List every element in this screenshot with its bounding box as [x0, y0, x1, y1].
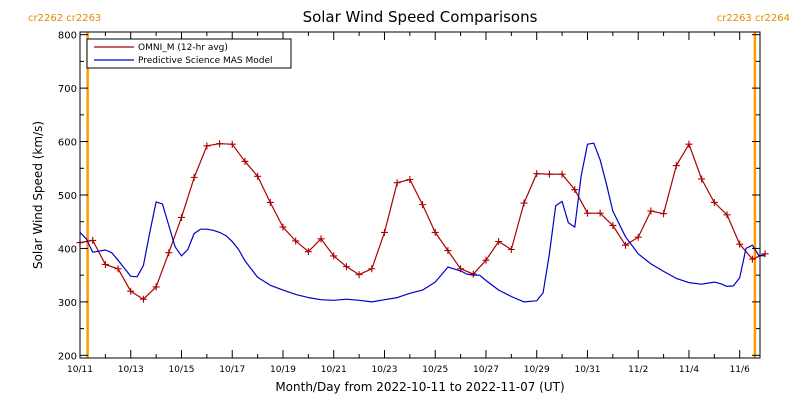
omni-point — [685, 140, 693, 148]
omni-point — [177, 213, 185, 221]
carrington-label-right: cr2263 cr2264 — [717, 13, 790, 24]
y-tick-label: 200 — [58, 351, 77, 362]
omni-point — [241, 157, 249, 165]
x-axis-label: Month/Day from 2022-10-11 to 2022-11-07 … — [275, 380, 564, 394]
omni-point — [254, 172, 262, 180]
omni-point — [583, 209, 591, 217]
omni-point — [228, 140, 236, 148]
x-tick-label: 10/29 — [524, 365, 550, 375]
x-tick-label: 10/13 — [118, 365, 144, 375]
omni-point — [736, 240, 744, 248]
carrington-label-left: cr2262 cr2263 — [28, 13, 101, 24]
omni-point — [368, 265, 376, 273]
omni-point — [723, 211, 731, 219]
x-tick-label: 10/27 — [473, 365, 499, 375]
series-mas-line — [79, 142, 766, 303]
legend-label-mas: Predictive Science MAS Model — [138, 56, 273, 66]
omni-point — [444, 247, 452, 255]
omni-point — [710, 198, 718, 206]
chart-title: Solar Wind Speed Comparisons — [303, 8, 538, 26]
omni-point — [406, 176, 414, 184]
omni-point — [482, 256, 490, 264]
y-tick-label: 600 — [58, 138, 77, 149]
omni-point — [431, 228, 439, 236]
omni-point — [89, 236, 97, 244]
omni-point — [634, 233, 642, 241]
omni-point — [203, 142, 211, 150]
x-tick-label: 10/19 — [270, 365, 296, 375]
series-omni-line — [79, 143, 766, 300]
omni-point — [419, 201, 427, 209]
legend-label-omni: OMNI_M (12-hr avg) — [138, 43, 228, 53]
omni-point — [342, 263, 350, 271]
y-tick-label: 800 — [58, 31, 77, 42]
omni-point — [571, 186, 579, 194]
x-tick-label: 11/4 — [679, 365, 699, 375]
omni-point — [469, 270, 477, 278]
x-tick-label: 11/2 — [628, 365, 648, 375]
x-tick-label: 10/11 — [67, 365, 93, 375]
omni-point — [165, 249, 173, 257]
omni-point — [152, 283, 160, 291]
y-tick-label: 500 — [58, 191, 77, 202]
plot-frame — [79, 31, 761, 359]
omni-point — [520, 199, 528, 207]
x-tick-label: 10/25 — [422, 365, 448, 375]
x-tick-label: 10/21 — [321, 365, 347, 375]
omni-point — [622, 241, 630, 249]
omni-point — [317, 235, 325, 243]
omni-point — [596, 209, 604, 217]
omni-point — [672, 162, 680, 170]
omni-point — [609, 221, 617, 229]
y-axis-label: Solar Wind Speed (km/s) — [31, 121, 45, 269]
x-tick-label: 11/6 — [730, 365, 750, 375]
x-tick-label: 10/17 — [219, 365, 245, 375]
omni-point — [558, 170, 566, 178]
omni-point — [355, 271, 363, 279]
legend-box — [86, 38, 292, 69]
omni-point — [190, 173, 198, 181]
omni-point — [292, 237, 300, 245]
x-tick-label: 10/23 — [372, 365, 398, 375]
omni-point — [660, 210, 668, 218]
y-tick-label: 400 — [58, 244, 77, 255]
y-tick-label: 300 — [58, 298, 77, 309]
omni-point — [139, 295, 147, 303]
omni-point — [127, 287, 135, 295]
omni-point — [330, 252, 338, 260]
omni-point — [533, 170, 541, 178]
omni-point — [114, 265, 122, 273]
omni-point — [748, 255, 756, 263]
omni-point — [380, 228, 388, 236]
x-tick-label: 10/31 — [574, 365, 600, 375]
omni-point — [507, 246, 515, 254]
omni-point — [495, 237, 503, 245]
omni-point — [216, 140, 224, 148]
omni-point — [647, 207, 655, 215]
omni-point — [101, 260, 109, 268]
omni-point — [266, 198, 274, 206]
omni-point — [545, 170, 553, 178]
y-tick-label: 700 — [58, 84, 77, 95]
omni-point — [304, 248, 312, 256]
x-tick-label: 10/15 — [169, 365, 195, 375]
omni-point — [698, 175, 706, 183]
legend: OMNI_M (12-hr avg) Predictive Science MA… — [86, 38, 292, 69]
omni-point — [393, 179, 401, 187]
omni-point — [279, 223, 287, 231]
